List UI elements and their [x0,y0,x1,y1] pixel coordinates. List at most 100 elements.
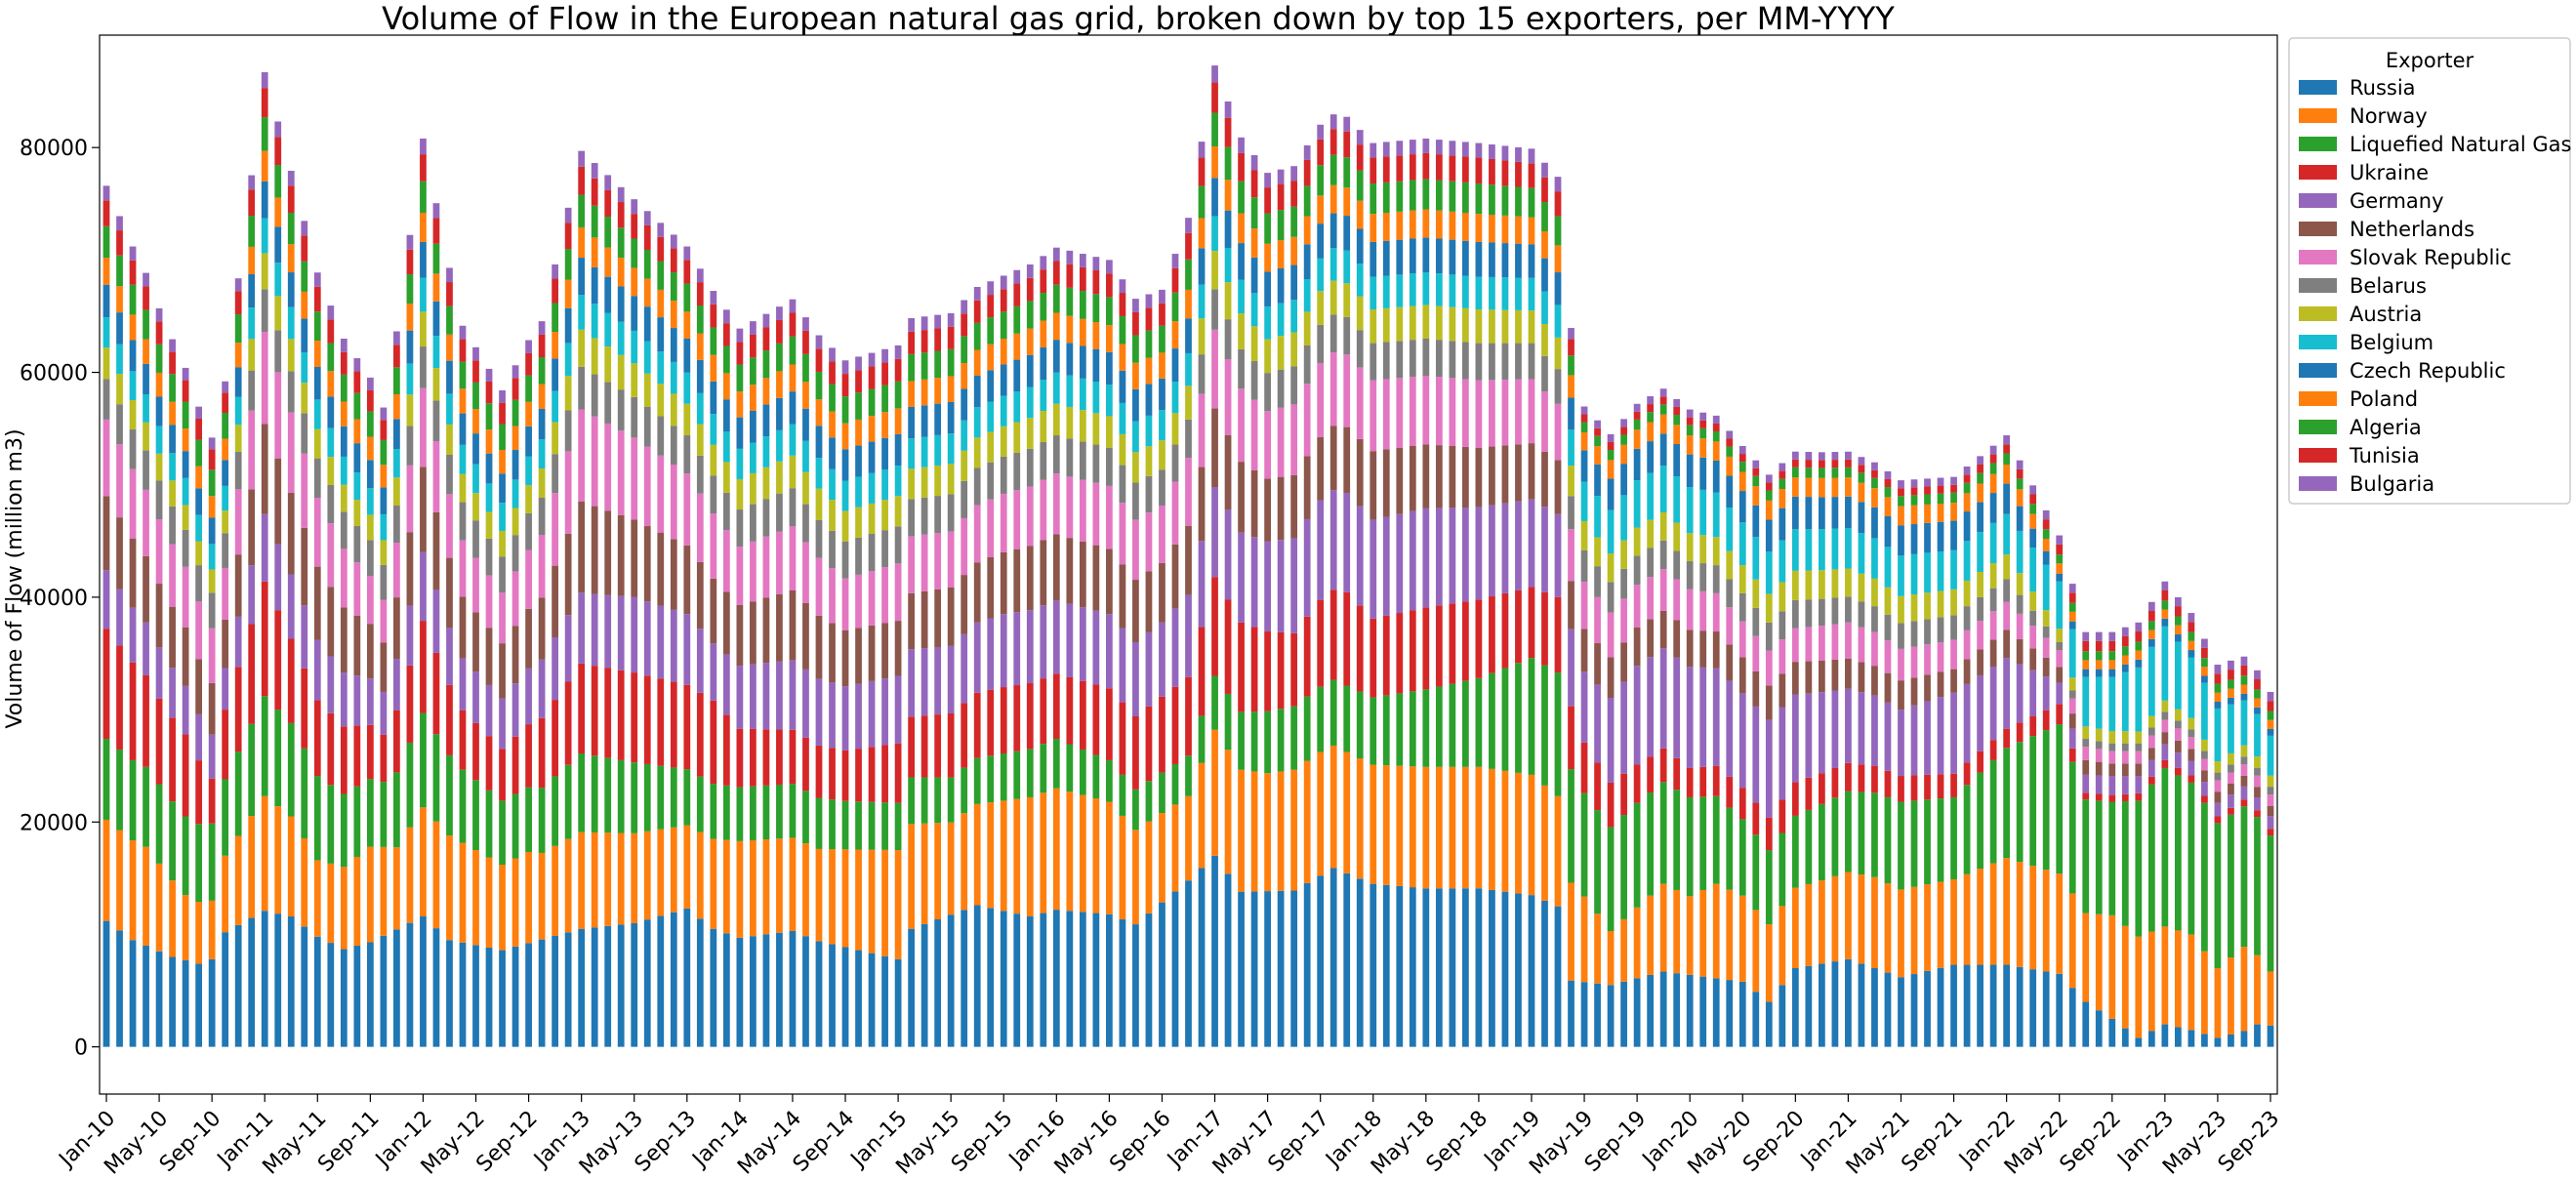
bar-segment-austria [182,505,189,530]
bar-segment-norway [1738,895,1746,982]
bar-segment-norway [1211,729,1218,856]
bar-segment-ukraine [868,747,876,802]
bar-segment-belgium [1977,532,1983,572]
bar-stack-Jun-10 [169,339,176,1047]
bar-segment-russia [1712,978,1720,1047]
bar-segment-austria [366,514,374,541]
bar-segment-poland [1989,473,1997,494]
bar-segment-austria [1686,533,1694,562]
bar-segment-belarus [1845,596,1852,623]
bar-segment-liquefied-natural-gas [287,722,295,817]
bar-segment-tunisia [1791,459,1799,467]
bar-segment-belarus [1329,314,1337,353]
bar-segment-belarus [1171,444,1179,482]
bar-segment-norway [2056,873,2064,974]
bar-segment-czech-republic [1171,348,1179,383]
bar-segment-belgium [2240,700,2248,746]
bar-segment-netherlands [1738,657,1746,694]
bar-segment-czech-republic [881,437,888,469]
bar-segment-bulgaria [2095,631,2103,641]
bar-segment-germany [1356,506,1364,606]
bar-segment-slovak-republic [2056,650,2064,668]
bar-segment-tunisia [1092,270,1100,295]
bar-segment-belgium [1462,275,1469,308]
bar-segment-russia [1211,855,1218,1047]
bar-segment-algeria [1290,206,1298,237]
bar-segment-tunisia [1712,423,1720,432]
bar-segment-belarus [1554,369,1562,404]
bar-segment-germany [670,609,677,682]
bar-segment-liquefied-natural-gas [1382,695,1390,766]
bar-segment-tunisia [459,339,467,362]
bar-segment-slovak-republic [736,547,744,605]
bar-segment-russia [1329,868,1337,1047]
bar-segment-netherlands [1568,581,1574,630]
bar-segment-austria [2056,629,2064,642]
bar-segment-norway [459,842,467,943]
bar-segment-ukraine [657,678,665,766]
bar-segment-netherlands [208,682,216,735]
bar-segment-belgium [1791,529,1799,571]
bar-segment-belgium [274,263,282,297]
bar-stack-Feb-11 [274,121,282,1047]
bar-segment-germany [116,589,123,646]
bar-stack-Aug-12 [511,365,519,1047]
bar-segment-norway [2135,936,2143,1038]
bar-segment-austria [920,467,928,498]
bar-segment-netherlands [987,557,995,619]
bar-stack-Dec-12 [564,207,572,1047]
bar-segment-belarus [1198,354,1206,394]
bar-stack-Dec-22 [2147,601,2155,1047]
bar-stack-May-20 [1738,445,1746,1047]
bar-segment-bulgaria [1185,218,1192,233]
bar-segment-netherlands [1884,672,1892,703]
bar-segment-belarus [1765,622,1773,651]
bar-stack-Jul-11 [340,338,348,1047]
bar-segment-belgium [894,466,902,497]
bar-stack-Aug-21 [1937,477,1944,1047]
bar-segment-russia [776,932,783,1047]
bar-segment-slovak-republic [1528,379,1535,444]
bar-segment-poland [459,388,467,414]
bar-segment-belarus [538,497,546,535]
bar-segment-austria [1989,563,1997,589]
bar-segment-poland [353,419,361,444]
bar-segment-tunisia [1580,414,1588,423]
bar-segment-germany [1659,648,1667,749]
bar-segment-ukraine [538,717,546,789]
bar-segment-russia [1224,873,1232,1047]
bar-segment-germany [1501,503,1509,593]
bar-segment-czech-republic [631,296,638,331]
bar-segment-austria [406,394,414,427]
bar-segment-ukraine [525,724,532,788]
bar-segment-norway [683,825,691,909]
bar-segment-tunisia [261,88,268,118]
bar-stack-Jan-18 [1370,142,1377,1047]
bar-segment-poland [750,385,756,411]
bar-segment-liquefied-natural-gas [815,797,823,849]
plot-frame [99,34,2278,1095]
bar-segment-liquefied-natural-gas [1079,749,1086,795]
bar-segment-algeria [1040,293,1047,321]
bar-segment-norway [2029,866,2037,970]
bar-segment-bulgaria [1277,169,1285,184]
bar-segment-austria [2068,677,2076,691]
bar-segment-bulgaria [274,121,282,138]
bar-segment-russia [1382,884,1390,1047]
bar-segment-bulgaria [2174,596,2182,607]
bar-segment-belgium [366,488,374,515]
bar-segment-norway [670,827,677,913]
bar-segment-belarus [129,428,137,469]
bar-segment-liquefied-natural-gas [1370,697,1377,765]
bar-segment-tunisia [485,381,493,404]
bar-stack-Jan-12 [420,138,427,1047]
bar-segment-slovak-republic [696,493,704,562]
bar-segment-belgium [420,277,427,312]
bar-stack-Aug-10 [195,406,203,1047]
bar-segment-czech-republic [1791,496,1799,530]
bar-segment-slovak-republic [1211,329,1218,409]
bar-segment-belarus [1000,456,1007,494]
bar-segment-bulgaria [829,347,836,362]
bar-segment-russia [894,958,902,1047]
